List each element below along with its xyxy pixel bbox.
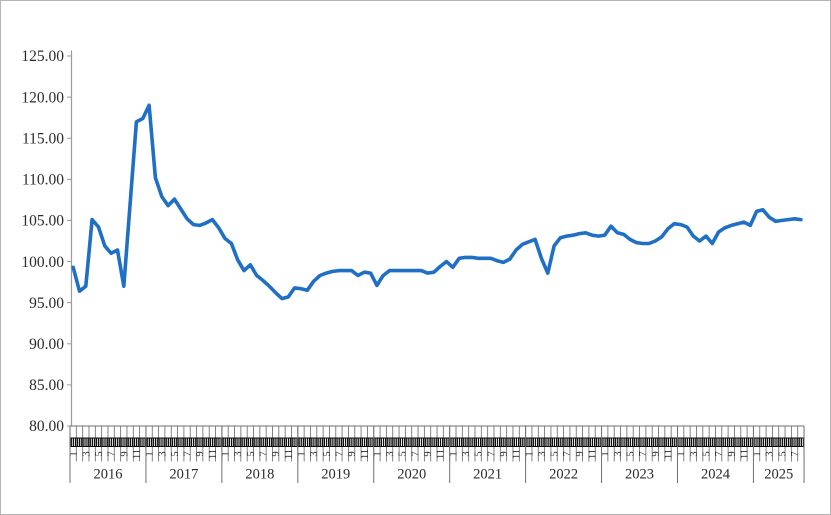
- month-cell-band: [70, 438, 805, 447]
- month-label: 11: [284, 449, 295, 459]
- month-label: 9: [119, 451, 130, 456]
- year-label: 2023: [625, 467, 654, 483]
- year-label: 2016: [93, 467, 122, 483]
- month-label: 5: [474, 451, 485, 456]
- month-label: 9: [347, 451, 358, 456]
- month-label: 7: [638, 451, 649, 456]
- month-label: 3: [613, 451, 624, 456]
- series-line: [71, 103, 803, 301]
- month-label: 3: [233, 451, 244, 456]
- month-label: 7: [183, 451, 194, 456]
- month-label: 5: [777, 451, 788, 456]
- month-label: 11: [739, 449, 750, 459]
- y-tick-label: 95.00: [29, 295, 64, 312]
- month-label: 11: [360, 449, 371, 459]
- month-label: 3: [385, 451, 396, 456]
- month-label: 1: [221, 451, 232, 456]
- month-label: 9: [651, 451, 662, 456]
- month-label: 5: [550, 451, 561, 456]
- y-tick-label: 100.00: [21, 254, 64, 271]
- month-label: 1: [524, 451, 535, 456]
- month-label: 9: [575, 451, 586, 456]
- y-tick-label: 120.00: [21, 89, 64, 106]
- year-label: 2022: [549, 467, 578, 483]
- month-label: 11: [663, 449, 674, 459]
- year-label: 2025: [764, 467, 793, 483]
- month-label: 11: [132, 449, 143, 459]
- month-label: 11: [208, 449, 219, 459]
- month-label: 9: [727, 451, 738, 456]
- month-label: 1: [676, 451, 687, 456]
- month-label: 9: [423, 451, 434, 456]
- y-tick-label: 110.00: [22, 172, 64, 189]
- y-tick-label: 115.00: [22, 130, 64, 147]
- month-label: 1: [448, 451, 459, 456]
- month-label: 1: [372, 451, 383, 456]
- month-label: 1: [296, 451, 307, 456]
- month-label: 7: [410, 451, 421, 456]
- month-label: 3: [537, 451, 548, 456]
- month-label: 1: [145, 451, 156, 456]
- month-label: 7: [790, 451, 801, 456]
- year-label: 2019: [321, 467, 350, 483]
- month-label: 5: [94, 451, 105, 456]
- y-tick-label: 85.00: [29, 377, 64, 394]
- y-tick-label: 125.00: [21, 48, 64, 65]
- month-label: 5: [322, 451, 333, 456]
- month-label: 11: [512, 449, 523, 459]
- month-label: 3: [157, 451, 168, 456]
- year-label: 2017: [169, 467, 198, 483]
- year-label: 2024: [701, 467, 731, 483]
- month-label: 5: [701, 451, 712, 456]
- month-label: 3: [689, 451, 700, 456]
- month-label: 1: [69, 451, 80, 456]
- month-label: 3: [765, 451, 776, 456]
- month-label: 11: [588, 449, 599, 459]
- month-label: 5: [170, 451, 181, 456]
- y-axis: 125.00 120.00 115.00 110.00 105.00 100.00 95.0…: [21, 48, 73, 435]
- month-label: 5: [246, 451, 257, 456]
- month-label: 7: [259, 451, 270, 456]
- data-series: [71, 103, 803, 301]
- month-label: 11: [436, 449, 447, 459]
- month-label: 3: [81, 451, 92, 456]
- y-tick-label: 105.00: [21, 213, 64, 230]
- month-label: 5: [626, 451, 637, 456]
- month-label: 7: [714, 451, 725, 456]
- month-label: 1: [752, 451, 763, 456]
- month-label: 5: [398, 451, 409, 456]
- month-label: 3: [309, 451, 320, 456]
- month-label: 7: [107, 451, 118, 456]
- month-label: 3: [461, 451, 472, 456]
- month-label: 7: [486, 451, 497, 456]
- y-tick-label: 80.00: [29, 418, 64, 435]
- month-label: 9: [195, 451, 206, 456]
- month-label: 7: [562, 451, 573, 456]
- y-tick-label: 90.00: [29, 336, 64, 353]
- month-label: 9: [499, 451, 510, 456]
- month-label: 9: [271, 451, 282, 456]
- year-label: 2021: [473, 467, 502, 483]
- year-label: 2020: [397, 467, 426, 483]
- month-label: 1: [600, 451, 611, 456]
- month-label: 7: [334, 451, 345, 456]
- year-label: 2018: [245, 467, 274, 483]
